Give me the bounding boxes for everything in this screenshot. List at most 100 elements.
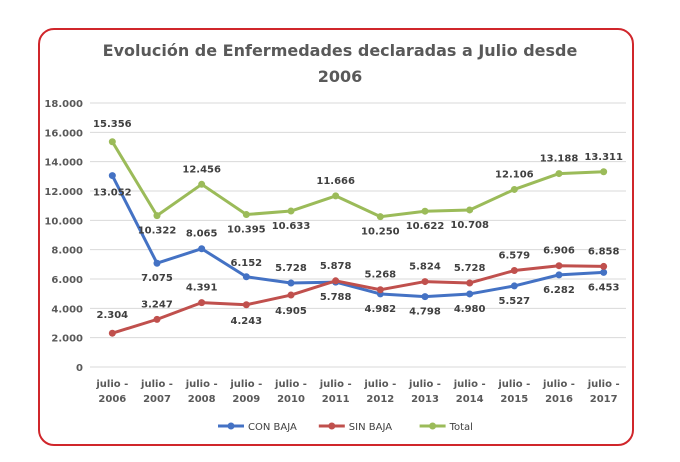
data-point-total <box>510 185 518 193</box>
chart-title-line-1: Evolución de Enfermedades declaradas a J… <box>102 41 578 60</box>
data-label-sin-baja: 5.728 <box>454 263 486 274</box>
data-label-total: 10.322 <box>138 226 177 237</box>
data-point-con-baja <box>198 245 206 253</box>
data-label-total: 15.356 <box>93 119 132 130</box>
data-point-sin-baja <box>242 301 250 309</box>
y-tick-label: 14.000 <box>44 158 83 169</box>
legend-label-sin-baja: SIN BAJA <box>349 422 392 433</box>
x-tick-label: julio -2011 <box>319 379 352 405</box>
data-point-con-baja <box>600 268 608 276</box>
data-point-con-baja <box>242 273 250 281</box>
data-point-sin-baja <box>466 279 474 287</box>
y-tick-label: 8.000 <box>51 246 83 257</box>
y-tick-label: 10.000 <box>44 216 83 227</box>
x-tick-label: julio -2015 <box>497 379 530 405</box>
data-point-total <box>108 138 116 146</box>
data-point-total <box>153 212 161 220</box>
data-label-sin-baja: 6.906 <box>543 246 575 257</box>
y-tick-label: 16.000 <box>44 128 83 139</box>
data-label-total: 13.311 <box>584 152 623 163</box>
data-label-total: 10.622 <box>406 221 445 232</box>
data-label-sin-baja: 5.268 <box>365 270 397 281</box>
data-label-sin-baja: 4.243 <box>231 316 263 327</box>
data-label-con-baja: 5.527 <box>499 296 531 307</box>
data-point-con-baja <box>153 259 161 267</box>
data-label-total: 10.395 <box>227 225 266 236</box>
series-line-con-baja <box>110 174 606 299</box>
x-tick-label: julio -2012 <box>363 379 396 405</box>
data-label-total: 11.666 <box>316 176 355 187</box>
series-line-sin-baja <box>110 264 606 335</box>
legend-marker-con-baja <box>227 422 235 430</box>
data-label-sin-baja: 4.905 <box>275 306 307 317</box>
chart-title: Evolución de Enfermedades declaradas a J… <box>0 38 680 90</box>
chart-title-line-2: 2006 <box>317 67 363 86</box>
data-point-sin-baja <box>108 329 116 337</box>
data-label-con-baja: 6.453 <box>588 282 620 293</box>
data-label-total: 12.106 <box>495 169 534 180</box>
x-tick-label: julio -2006 <box>95 379 128 405</box>
data-point-sin-baja <box>153 315 161 323</box>
data-point-sin-baja <box>198 299 206 307</box>
x-tick-label: julio -2008 <box>185 379 218 405</box>
data-point-total <box>421 207 429 215</box>
data-label-con-baja: 4.798 <box>409 307 441 318</box>
data-label-sin-baja: 4.391 <box>186 283 218 294</box>
x-tick-label: julio -2014 <box>453 379 486 405</box>
data-point-sin-baja <box>510 267 518 275</box>
data-point-sin-baja <box>421 278 429 286</box>
data-point-total <box>600 168 608 176</box>
chart-frame <box>38 28 634 446</box>
data-label-con-baja: 6.282 <box>543 285 575 296</box>
legend-marker-sin-baja <box>328 422 336 430</box>
data-point-con-baja <box>555 271 563 279</box>
data-label-total: 10.708 <box>450 220 489 231</box>
legend-label-total: Total <box>449 422 473 433</box>
data-point-total <box>287 207 295 215</box>
data-point-total <box>198 180 206 188</box>
data-label-con-baja: 13.052 <box>93 188 132 199</box>
data-label-con-baja: 4.982 <box>365 304 397 315</box>
data-label-total: 10.250 <box>361 227 400 238</box>
x-tick-label: julio -2009 <box>229 379 262 405</box>
data-point-con-baja <box>421 293 429 301</box>
data-point-sin-baja <box>287 291 295 299</box>
data-point-con-baja <box>466 290 474 298</box>
data-label-sin-baja: 3.247 <box>141 299 173 310</box>
data-point-total <box>466 206 474 214</box>
data-label-sin-baja: 5.824 <box>409 262 441 273</box>
data-label-sin-baja: 2.304 <box>97 310 129 321</box>
legend-label-con-baja: CON BAJA <box>248 422 297 433</box>
data-point-total <box>332 192 340 200</box>
x-tick-label: julio -2010 <box>274 379 307 405</box>
legend-item-sin-baja: SIN BAJA <box>318 422 392 433</box>
data-point-total <box>376 213 384 221</box>
data-point-con-baja <box>510 282 518 290</box>
data-label-sin-baja: 6.579 <box>499 251 531 262</box>
y-tick-label: 2.000 <box>51 334 83 345</box>
data-label-sin-baja: 5.878 <box>320 261 352 272</box>
data-label-sin-baja: 6.858 <box>588 246 620 257</box>
data-point-total <box>555 170 563 178</box>
data-label-con-baja: 8.065 <box>186 229 218 240</box>
x-tick-label: julio -2007 <box>140 379 173 405</box>
data-label-total: 12.456 <box>182 164 221 175</box>
data-point-con-baja <box>287 279 295 287</box>
legend-item-total: Total <box>419 422 473 433</box>
series-line-total <box>110 140 606 219</box>
legend-item-con-baja: CON BAJA <box>218 422 297 433</box>
data-label-con-baja: 5.728 <box>275 263 307 274</box>
data-label-con-baja: 5.788 <box>320 292 352 303</box>
data-point-con-baja <box>108 172 116 180</box>
data-label-con-baja: 7.075 <box>141 273 173 284</box>
data-point-sin-baja <box>555 262 563 270</box>
data-point-sin-baja <box>332 277 340 285</box>
data-point-sin-baja <box>600 262 608 270</box>
x-tick-label: julio -2017 <box>587 379 620 405</box>
y-tick-label: 6.000 <box>51 275 83 286</box>
y-tick-label: 12.000 <box>44 187 83 198</box>
legend-marker-total <box>429 422 437 430</box>
x-tick-label: julio -2016 <box>542 379 575 405</box>
data-point-total <box>242 211 250 219</box>
data-label-con-baja: 6.152 <box>231 258 263 269</box>
